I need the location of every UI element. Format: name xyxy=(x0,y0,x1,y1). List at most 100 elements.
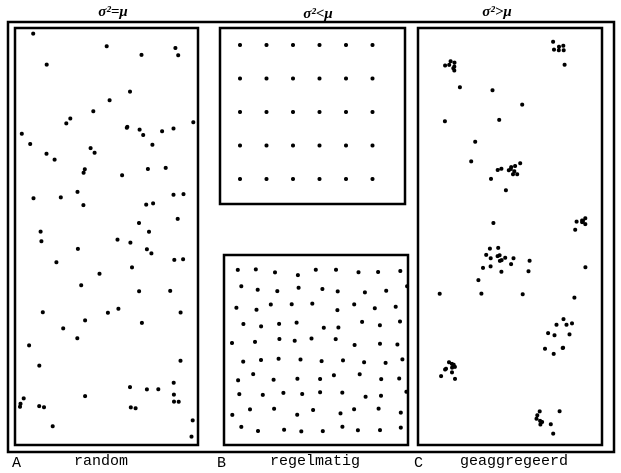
dot xyxy=(172,399,176,404)
dot xyxy=(272,406,277,411)
dot xyxy=(534,416,539,421)
dot xyxy=(173,46,178,50)
dot xyxy=(511,256,516,261)
dot xyxy=(144,247,149,252)
dot xyxy=(31,196,36,201)
dot xyxy=(128,405,133,410)
dot xyxy=(238,143,242,148)
dot xyxy=(156,387,161,392)
dot xyxy=(340,424,345,429)
dot xyxy=(372,306,377,311)
outer-frame xyxy=(6,20,616,454)
dot xyxy=(171,392,176,397)
dot xyxy=(572,295,577,300)
dot xyxy=(317,143,322,148)
dot xyxy=(567,332,572,337)
dot xyxy=(235,267,240,272)
dot xyxy=(44,151,49,156)
dot xyxy=(291,177,295,181)
dot xyxy=(18,404,22,409)
header: σ²=μ xyxy=(98,4,127,20)
dot xyxy=(395,342,400,347)
dot xyxy=(448,59,453,64)
dot xyxy=(171,192,176,197)
panel-label: regelmatig xyxy=(270,453,360,470)
dot xyxy=(352,407,357,412)
dot xyxy=(137,289,142,294)
dot xyxy=(21,396,26,401)
dot xyxy=(81,170,86,175)
dots xyxy=(18,31,588,439)
dot xyxy=(499,269,504,274)
dot xyxy=(551,39,556,44)
dot xyxy=(58,195,63,200)
dot xyxy=(61,326,66,331)
dot xyxy=(264,177,269,181)
dot xyxy=(139,52,144,57)
dot xyxy=(537,409,542,414)
dot xyxy=(145,167,150,171)
dot xyxy=(583,265,588,270)
dot xyxy=(141,133,146,137)
dot xyxy=(520,292,525,297)
dot xyxy=(320,429,325,434)
panel-letter: B xyxy=(217,455,226,472)
dot xyxy=(580,218,585,223)
dot xyxy=(573,227,578,232)
dot xyxy=(515,172,520,177)
dot xyxy=(488,256,493,261)
dot xyxy=(457,85,462,90)
dot xyxy=(144,202,149,207)
dot xyxy=(171,380,176,385)
dot xyxy=(264,76,269,81)
dot xyxy=(317,76,322,81)
dot xyxy=(481,265,485,270)
dot xyxy=(137,127,142,132)
dot xyxy=(37,404,42,409)
dot xyxy=(484,252,489,257)
dot xyxy=(230,341,234,345)
dot xyxy=(344,177,348,181)
dot xyxy=(400,357,405,362)
dot xyxy=(264,143,269,148)
dot xyxy=(52,157,57,162)
dot xyxy=(83,318,88,323)
dot xyxy=(561,48,566,53)
dot xyxy=(442,119,447,124)
dot xyxy=(239,424,244,429)
dot xyxy=(450,370,454,375)
dot xyxy=(181,192,186,197)
dot xyxy=(139,320,144,325)
dot xyxy=(344,43,348,47)
dot xyxy=(356,270,361,275)
dot xyxy=(352,343,357,347)
dot xyxy=(133,406,138,411)
dot xyxy=(405,284,410,289)
dot xyxy=(150,142,155,147)
dot xyxy=(526,269,531,274)
dot xyxy=(561,43,566,48)
dot xyxy=(352,302,357,307)
dot xyxy=(548,422,553,427)
dot xyxy=(294,320,299,325)
dot xyxy=(189,434,194,439)
dot xyxy=(128,89,132,94)
dot xyxy=(574,219,579,224)
dot xyxy=(295,412,300,417)
dot xyxy=(259,358,263,362)
dot xyxy=(561,317,566,322)
dot xyxy=(291,43,295,47)
dot xyxy=(552,333,557,338)
dot xyxy=(42,405,46,410)
dot xyxy=(557,44,561,49)
dot xyxy=(535,413,540,418)
dot xyxy=(370,177,375,181)
dot xyxy=(238,43,242,47)
dot xyxy=(393,304,398,309)
dot xyxy=(79,283,84,288)
dot xyxy=(320,287,325,291)
dot xyxy=(495,168,500,172)
dot xyxy=(75,189,80,194)
dot xyxy=(38,229,43,234)
